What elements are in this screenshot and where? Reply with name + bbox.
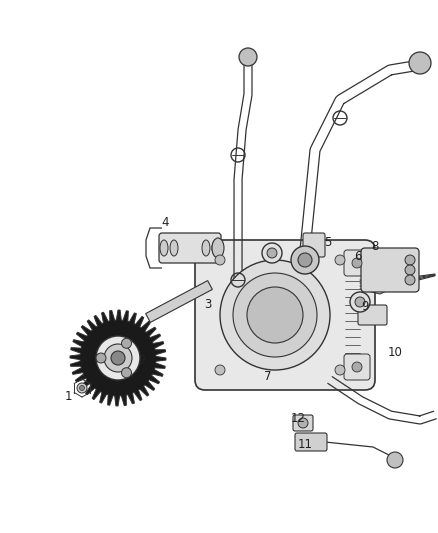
Circle shape	[405, 255, 415, 265]
Circle shape	[80, 385, 85, 391]
Text: 12: 12	[290, 411, 305, 424]
Text: 8: 8	[371, 239, 379, 253]
Circle shape	[215, 255, 225, 265]
Polygon shape	[146, 280, 212, 322]
Circle shape	[298, 418, 308, 428]
FancyBboxPatch shape	[361, 248, 419, 292]
Circle shape	[215, 365, 225, 375]
Text: 11: 11	[297, 438, 312, 450]
Circle shape	[267, 248, 277, 258]
Circle shape	[405, 275, 415, 285]
Circle shape	[350, 292, 370, 312]
FancyBboxPatch shape	[295, 433, 327, 451]
Circle shape	[405, 265, 415, 275]
Circle shape	[96, 353, 106, 363]
Circle shape	[220, 260, 330, 370]
Circle shape	[111, 351, 125, 365]
Text: 9: 9	[361, 300, 369, 312]
Circle shape	[352, 362, 362, 372]
Text: 6: 6	[354, 249, 362, 262]
Text: 1: 1	[64, 390, 72, 402]
Ellipse shape	[202, 240, 210, 256]
Circle shape	[104, 344, 132, 372]
Circle shape	[298, 253, 312, 267]
FancyBboxPatch shape	[159, 233, 221, 263]
Text: 7: 7	[264, 369, 272, 383]
FancyBboxPatch shape	[344, 250, 370, 276]
Text: 2: 2	[138, 353, 146, 367]
Circle shape	[121, 338, 131, 348]
Text: 5: 5	[324, 236, 332, 248]
FancyBboxPatch shape	[344, 354, 370, 380]
Circle shape	[409, 52, 431, 74]
Text: 10: 10	[388, 345, 403, 359]
FancyBboxPatch shape	[195, 240, 375, 390]
Circle shape	[335, 365, 345, 375]
Circle shape	[291, 246, 319, 274]
Polygon shape	[70, 310, 166, 406]
Ellipse shape	[160, 240, 168, 256]
Circle shape	[96, 336, 140, 380]
Circle shape	[77, 383, 87, 393]
Text: 3: 3	[204, 297, 212, 311]
Circle shape	[121, 368, 131, 378]
Circle shape	[355, 297, 365, 307]
Circle shape	[352, 258, 362, 268]
Circle shape	[262, 243, 282, 263]
Circle shape	[233, 273, 317, 357]
Circle shape	[335, 255, 345, 265]
Text: 4: 4	[161, 215, 169, 229]
Circle shape	[239, 48, 257, 66]
Circle shape	[247, 287, 303, 343]
FancyBboxPatch shape	[293, 415, 313, 431]
Ellipse shape	[170, 240, 178, 256]
FancyBboxPatch shape	[358, 305, 387, 325]
Circle shape	[387, 452, 403, 468]
Ellipse shape	[212, 238, 224, 258]
Ellipse shape	[212, 240, 220, 256]
FancyBboxPatch shape	[303, 233, 325, 257]
